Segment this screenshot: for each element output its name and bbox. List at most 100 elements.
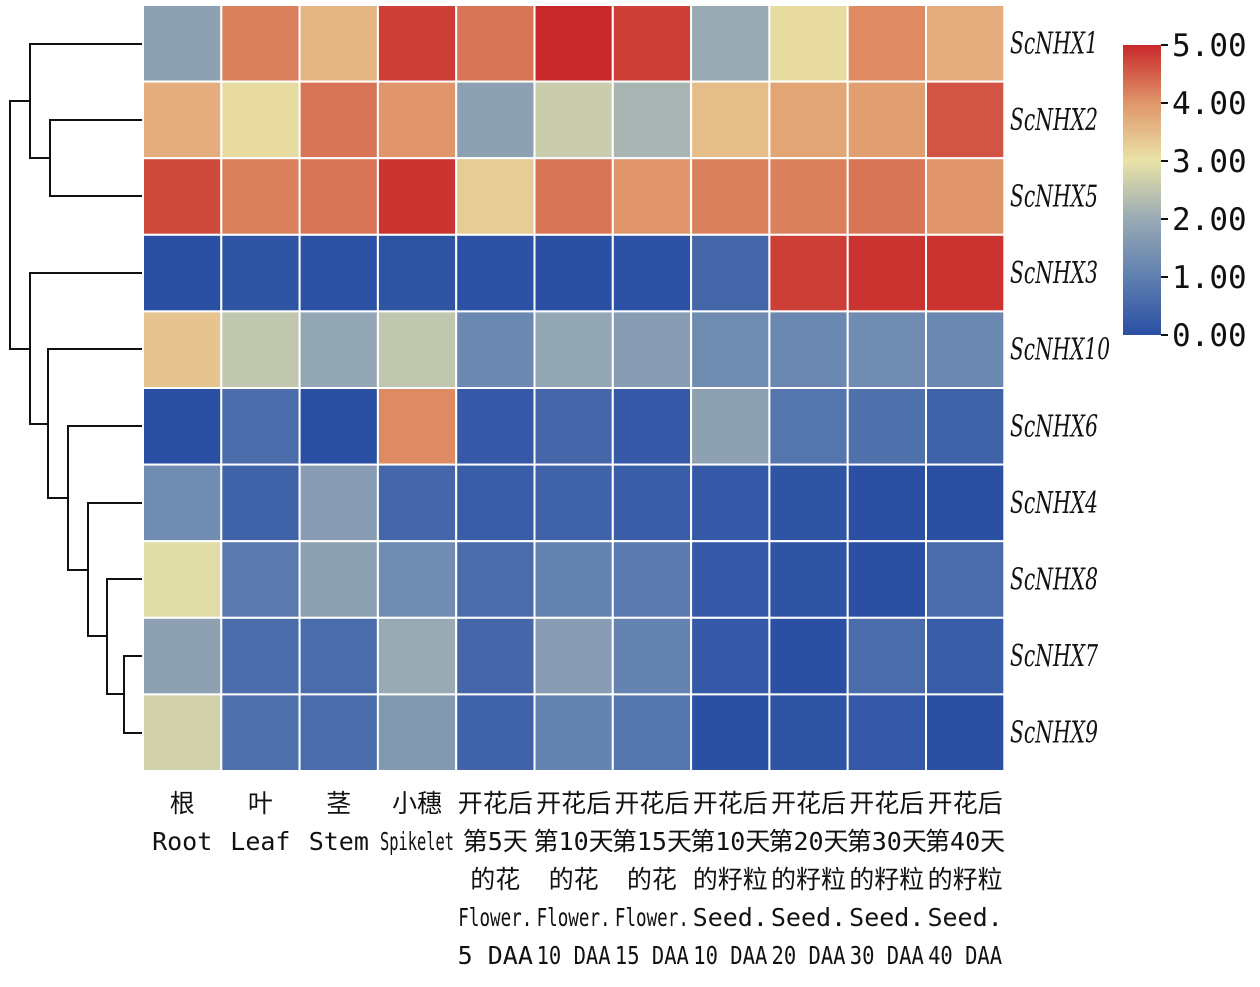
column-label: Flower. [615,903,689,932]
heatmap-cell [690,616,771,696]
column-label: 15 DAA [615,941,689,970]
column-labels: 根Root叶Leaf茎Stem小穗Spikelet开花后第5天的花Flower.… [152,789,1005,970]
column-label: 的花 [470,865,520,894]
heatmap-cell [690,463,771,543]
heatmap-cell [142,233,223,313]
heatmap-cell [455,157,536,236]
heatmap-cell [376,463,458,543]
heatmap-cell [533,80,614,160]
heatmap-cell [925,4,1006,83]
heatmap-cell [768,233,849,313]
heatmap-cell [690,157,771,236]
heatmap-cell [142,616,223,696]
heatmap-cell [455,540,536,619]
column-label: 开花后 [458,789,533,818]
heatmap-cell [846,4,928,83]
heatmap-cell [220,157,301,236]
heatmap-cell [846,157,928,236]
heatmap-cell [220,463,301,543]
row-label: ScNHX2 [1010,103,1098,138]
column-label: 开花后 [693,789,768,818]
heatmap-cell [925,693,1006,773]
heatmap-cell [220,233,301,313]
colorbar-tick-label: 1.00 [1172,260,1247,296]
dendro-branch-nhx6-cluster [67,425,143,571]
colorbar-tick-label: 0.00 [1172,318,1247,354]
row-label: ScNHX6 [1010,409,1098,444]
column-label: 的籽粒 [928,865,1003,894]
heatmap-cell [611,310,693,389]
heatmap-cell [690,693,771,773]
heatmap-cell [376,157,458,236]
heatmap-cell [611,387,693,466]
column-label: 的花 [549,865,599,894]
heatmap-cell [142,80,223,160]
column-label: 第15天 [612,827,692,856]
heatmap-cell [846,80,928,160]
heatmap-cell [376,4,458,83]
column-label: 的花 [627,865,677,894]
row-label: ScNHX3 [1010,256,1098,291]
heatmap-cell [376,233,458,313]
heatmap-cell [298,233,379,313]
heatmap-cell [611,616,693,696]
column-label: Seed. [849,903,924,932]
column-label: Flower. [537,903,611,932]
heatmap-cell [846,463,928,543]
heatmap-cell [376,387,458,466]
heatmap-cell [611,463,693,543]
heatmap-cell [220,616,301,696]
heatmap-cell [846,310,928,389]
heatmap-cell [533,387,614,466]
heatmap-cell [533,693,614,773]
heatmap-cell [690,310,771,389]
column-label: 第10天 [534,827,614,856]
heatmap-cell [925,463,1006,543]
heatmap-cell [846,693,928,773]
heatmap-cell [611,233,693,313]
heatmap-cell [533,616,614,696]
heatmap-cell [142,310,223,389]
column-label: 10 DAA [693,941,767,970]
column-label: 的籽粒 [693,865,768,894]
dendro-branch-nhx1-cluster [29,43,143,159]
heatmap-cell [846,616,928,696]
heatmap-cell [925,540,1006,619]
heatmap-cell [142,693,223,773]
heatmap-cell [298,310,379,389]
column-label: 的籽粒 [771,865,846,894]
heatmap-cell [846,233,928,313]
column-label: 第10天 [690,827,770,856]
heatmap-cell [690,540,771,619]
dendro-branch-nhx10-cluster [47,348,143,499]
heatmap-cell [611,80,693,160]
heatmap-cell [533,233,614,313]
heatmap-cell [298,80,379,160]
column-label: 小穗 [392,789,442,818]
heatmap-cell [925,616,1006,696]
heatmap-cell [533,4,614,83]
heatmap-cell [376,80,458,160]
colorbar-gradient [1123,45,1161,335]
heatmap-cell [142,463,223,543]
heatmap-cell [768,463,849,543]
heatmap-cell [455,80,536,160]
colorbar-ticks: 0.00 1.00 2.00 3.00 4.00 5.00 [1161,28,1247,354]
colorbar-tick-label: 4.00 [1172,86,1247,122]
column-label: 叶 [248,789,273,818]
heatmap-cell [925,310,1006,389]
heatmap-cell [220,80,301,160]
heatmap-cell [298,157,379,236]
column-label: 开花后 [536,789,611,818]
colorbar-tick-label: 5.00 [1172,28,1247,64]
column-label: Seed. [693,903,768,932]
column-label: Spikelet [380,827,454,856]
heatmap-cell [925,233,1006,313]
heatmap-cell [533,157,614,236]
dendro-branch-nhx2-nhx5 [49,119,143,197]
heatmap-cell [220,310,301,389]
dendro-branch-nhx4-cluster [87,502,143,637]
heatmap-cell [768,540,849,619]
column-label: 茎 [326,789,351,818]
row-label: ScNHX8 [1010,563,1098,598]
